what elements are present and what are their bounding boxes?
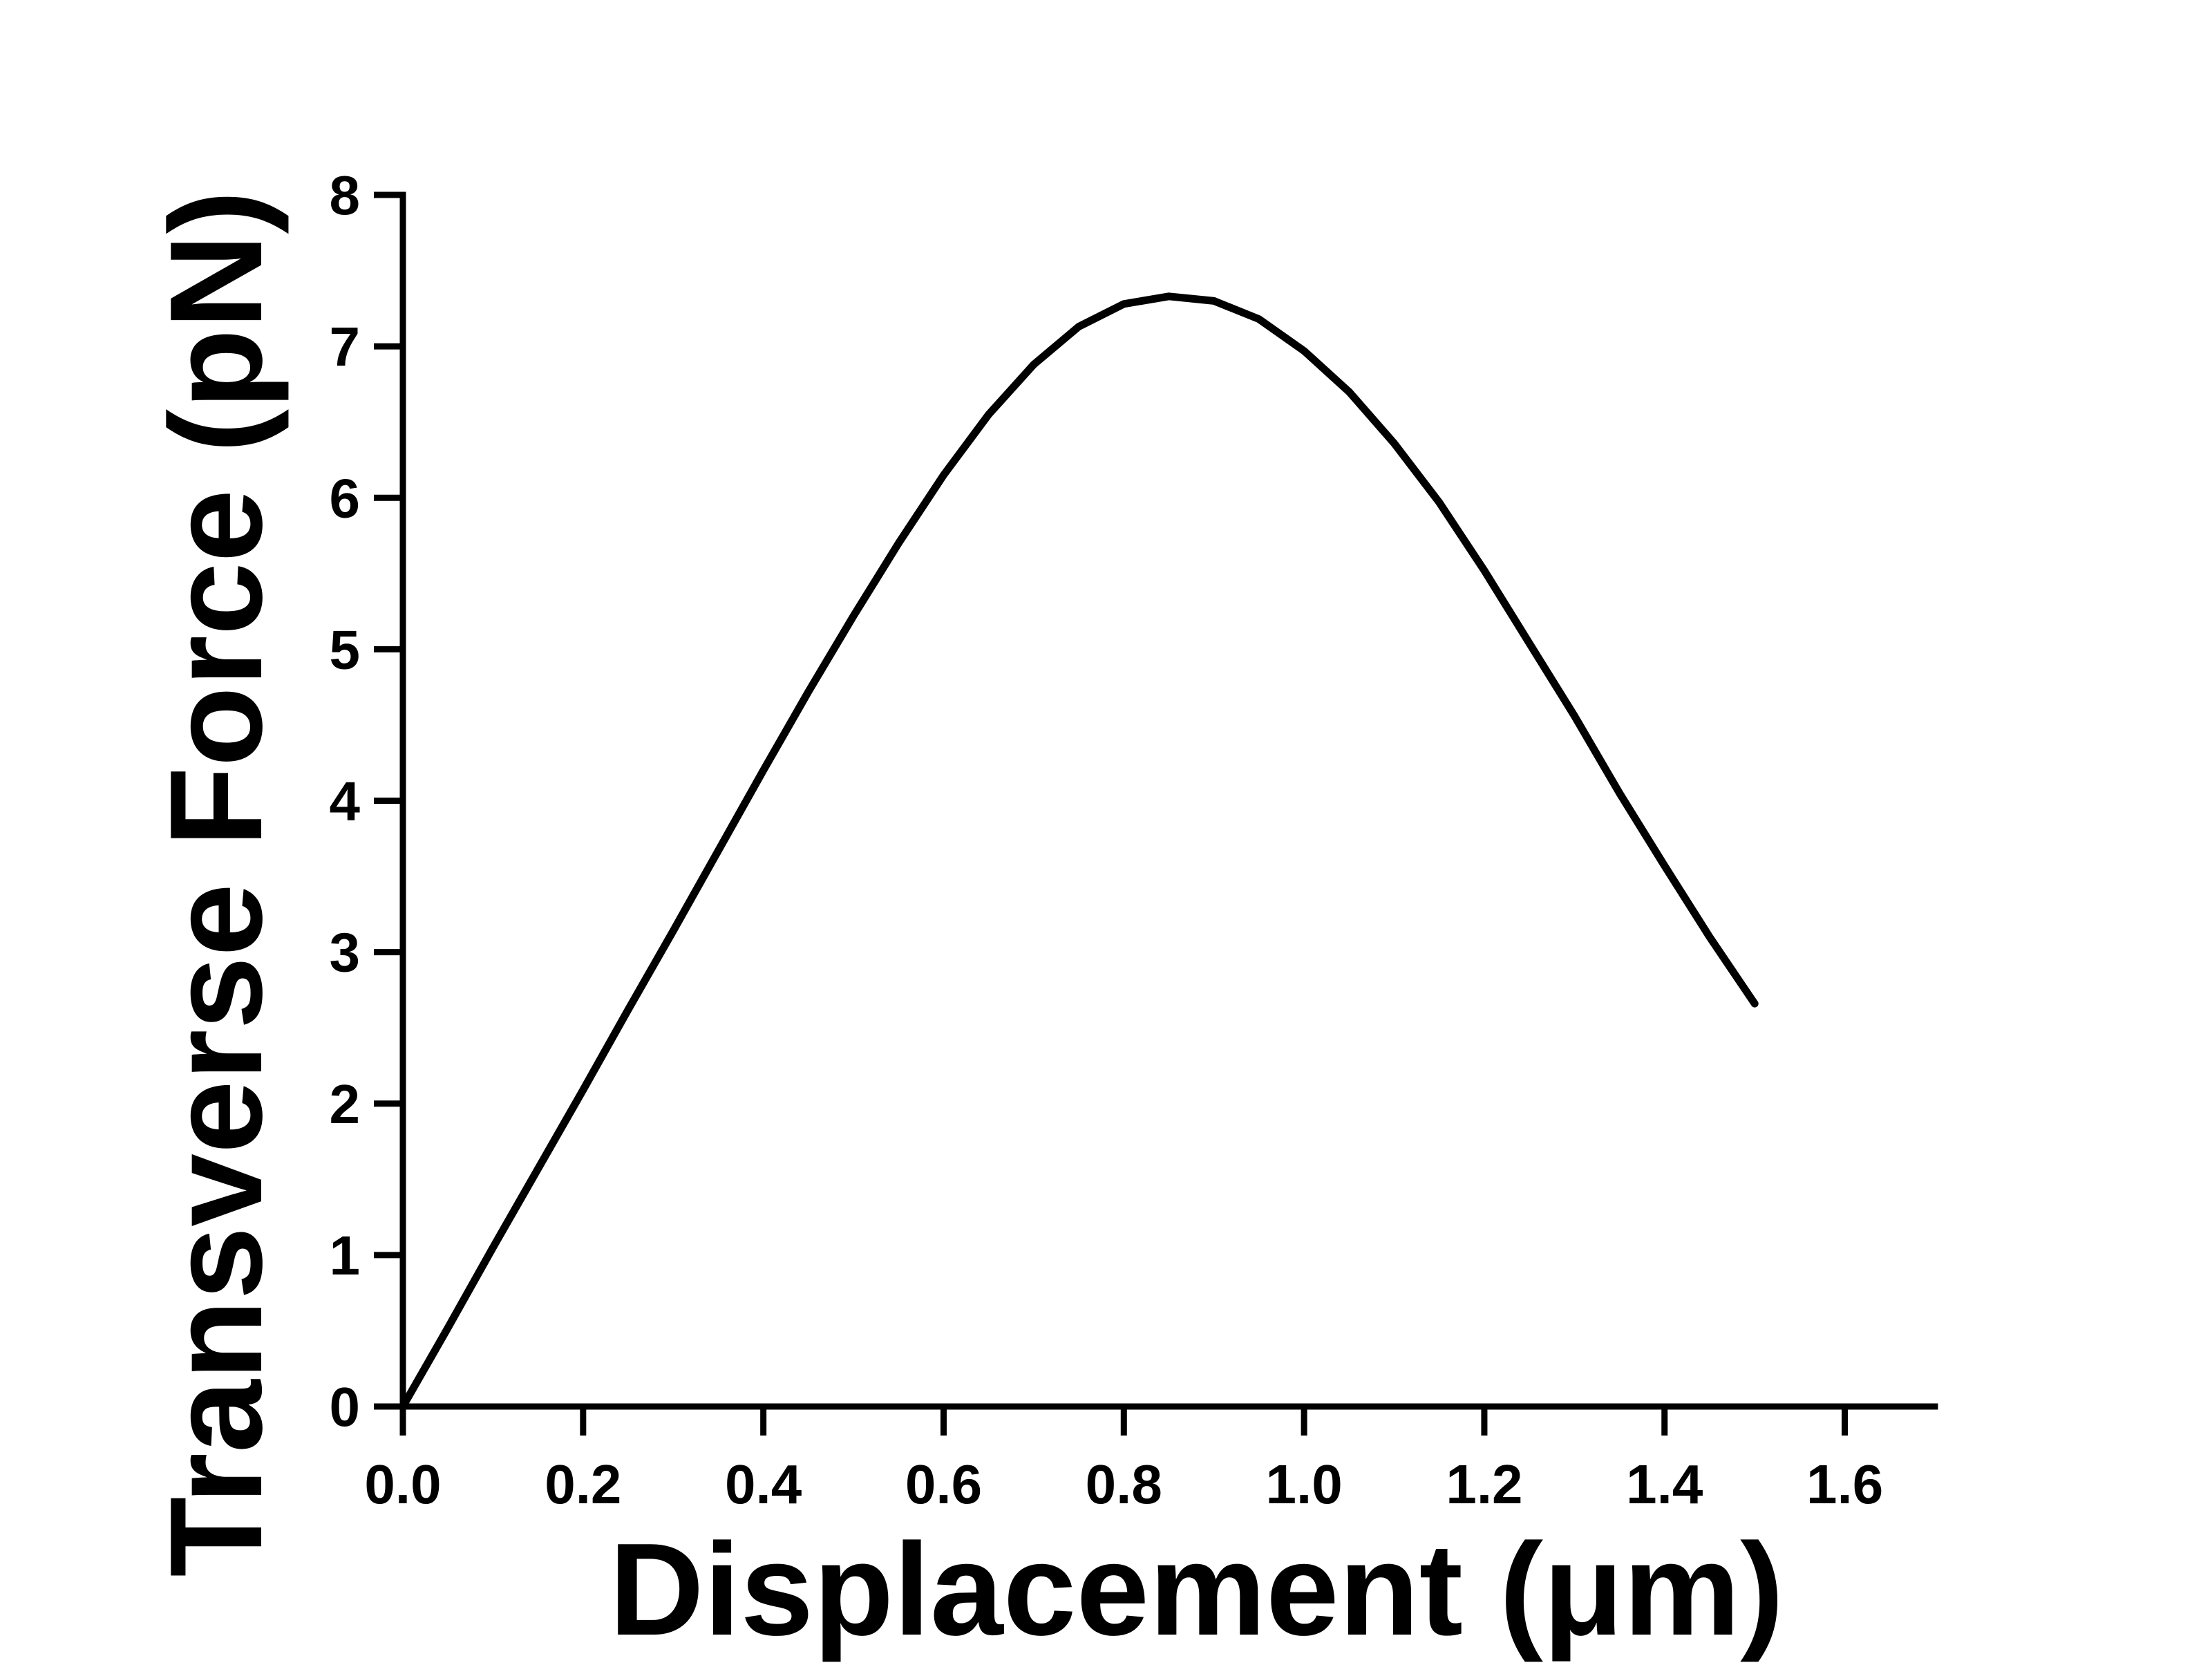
x-tick-label: 0.6 [905, 1454, 982, 1515]
x-tick-label: 1.4 [1626, 1454, 1703, 1515]
y-tick-label: 0 [330, 1376, 361, 1438]
x-tick-label: 0.0 [364, 1454, 441, 1515]
series-line [399, 292, 1759, 1411]
x-tick-label: 1.6 [1806, 1454, 1883, 1515]
x-tick-label: 0.8 [1086, 1454, 1162, 1515]
x-axis-title: Displacement (μm) [609, 1516, 1784, 1663]
y-axis-title: Transverse Force (pN) [143, 190, 290, 1577]
x-tick-label: 1.2 [1446, 1454, 1522, 1515]
y-tick-label: 3 [330, 922, 361, 984]
y-tick-label: 6 [330, 467, 361, 529]
x-tick-label: 0.2 [545, 1454, 621, 1515]
y-tick-label: 8 [330, 164, 361, 226]
y-tick-label: 7 [330, 316, 361, 377]
y-axis: 0 1 2 3 4 5 6 7 8 [330, 164, 406, 1438]
y-tick-label: 2 [330, 1073, 361, 1135]
x-tick-label: 1.0 [1266, 1454, 1343, 1515]
series-layer [399, 292, 1759, 1411]
y-tick-label: 5 [330, 619, 361, 680]
y-tick-label: 1 [330, 1225, 361, 1286]
y-tick-label: 4 [330, 771, 361, 832]
x-tick-label: 0.4 [725, 1454, 802, 1515]
x-axis: 0.0 0.2 0.4 0.6 0.8 1.0 1.2 1.4 1.6 [364, 1403, 1938, 1515]
